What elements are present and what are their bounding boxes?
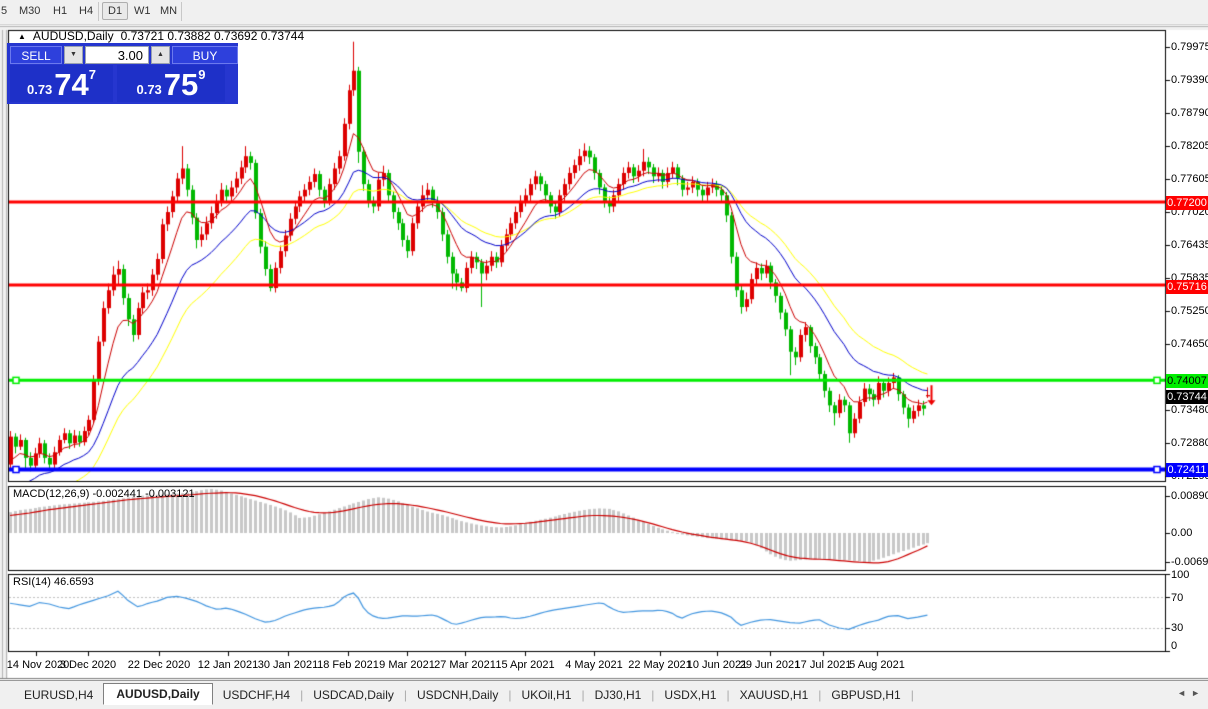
price-tick: 0.74650 [1171,338,1208,350]
support-level-badge: 0.74007 [1166,374,1208,388]
chart-title-row: ▲ AUDUSD,Daily 0.73721 0.73882 0.73692 0… [18,29,304,43]
tab-separator: | [403,688,407,702]
macd-tick: -0.00697 [1171,556,1208,568]
buy-price-box[interactable]: 0.73 75 9 [117,65,225,102]
rsi-tick: 0 [1171,640,1178,652]
price-tick: 0.78205 [1171,140,1208,152]
tab-gbpusd-h1[interactable]: GBPUSD,H1 [831,688,901,702]
tab-audusd-daily[interactable]: AUDUSD,Daily [103,683,213,705]
sell-price-prefix: 0.73 [26,82,53,97]
date-label: 14 Nov 2020 [6,659,70,671]
buy-price-big: 75 [163,67,199,102]
tab-separator: | [726,688,730,702]
price-tick: 0.73480 [1171,404,1208,416]
support-level-badge: 0.72411 [1166,463,1208,477]
price-tick: 0.79390 [1171,74,1208,86]
date-label: 5 Aug 2021 [849,659,905,671]
resistance-level-badge: 0.77200 [1166,196,1208,210]
tab-eurusd-h4[interactable]: EURUSD,H4 [24,688,94,702]
tab-separator: | [818,688,822,702]
price-tick: 0.79975 [1171,41,1208,53]
date-label: 3 Dec 2020 [59,659,117,671]
toolbar-separator [98,2,99,21]
date-label: 30 Jan 2021 [257,659,319,671]
price-tick: 0.76435 [1171,239,1208,251]
date-label: 18 Feb 2021 [317,659,379,671]
date-label: 4 May 2021 [565,659,623,671]
date-label: 17 Jul 2021 [794,659,852,671]
timeframe-m30-button[interactable]: M30 [19,5,41,17]
buy-button[interactable]: BUY [172,46,238,64]
volume-increase-button[interactable]: ▲ [151,46,170,64]
buy-price-prefix: 0.73 [136,82,162,97]
chart-tab-bar: EURUSD,H4 AUDUSD,Daily USDCHF,H4 | USDCA… [0,680,1208,709]
sell-price-pip: 7 [88,67,97,82]
buy-price-pip: 9 [198,67,206,82]
timeframe-mn-button[interactable]: MN [160,5,178,17]
tab-separator: | [651,688,655,702]
date-label: 22 May 2021 [628,659,692,671]
tab-separator: | [910,688,914,702]
macd-tick: 0.008903 [1171,490,1208,502]
tab-usdchf-h4[interactable]: USDCHF,H4 [222,688,291,702]
volume-decrease-button[interactable]: ▼ [64,46,83,64]
date-label: 29 Jun 2021 [739,659,801,671]
date-label: 15 Apr 2021 [495,659,555,671]
sell-button[interactable]: SELL [10,46,62,64]
chevron-up-icon: ▲ [157,51,164,58]
chevron-down-icon: ▼ [70,51,77,58]
date-label: 9 Mar 2021 [379,659,435,671]
tab-separator: | [508,688,512,702]
date-label: 10 Jun 2021 [686,659,748,671]
resistance-level-badge: 0.75716 [1166,280,1208,294]
toolbar-separator [181,2,182,21]
rsi-label: RSI(14) 46.6593 [13,576,94,588]
price-tick: 0.72880 [1171,437,1208,449]
date-label: 22 Dec 2020 [127,659,191,671]
date-label: 27 Mar 2021 [434,659,496,671]
rsi-tick: 70 [1171,592,1184,604]
timeframe-h4-button[interactable]: H4 [79,5,94,17]
tab-dj30-h1[interactable]: DJ30,H1 [594,688,642,702]
chart-ohlc-values: 0.73721 0.73882 0.73692 0.73744 [120,29,305,43]
current-price-badge: 0.73744 [1166,390,1208,404]
tab-scroll-left-icon[interactable]: ◄ [1177,688,1186,698]
macd-tick: 0.00 [1171,527,1193,539]
tab-usdcad-daily[interactable]: USDCAD,Daily [313,688,394,702]
tab-scroll-right-icon[interactable]: ► [1191,688,1200,698]
sell-price-box[interactable]: 0.73 74 7 [10,65,113,102]
timeframe-d1-button[interactable]: D1 [102,2,129,20]
price-tick: 0.75250 [1171,305,1208,317]
sell-price-big: 74 [54,67,89,102]
chart-symbol-title: AUDUSD,Daily [32,29,114,43]
collapse-icon[interactable]: ▲ [18,31,26,41]
timeframe-toolbar: 5 M30 H1 H4 D1 W1 MN [0,0,1208,25]
price-tick: 0.77605 [1171,173,1208,185]
tab-xauusd-h1[interactable]: XAUUSD,H1 [739,688,809,702]
volume-input[interactable] [85,46,149,64]
rsi-tick: 100 [1171,569,1190,581]
tab-ukoil-h1[interactable]: UKOil,H1 [521,688,572,702]
tab-usdcnh-daily[interactable]: USDCNH,Daily [417,688,499,702]
timeframe-m15-button[interactable]: 5 [1,5,8,17]
rsi-tick: 30 [1171,622,1184,634]
price-tick: 0.78790 [1171,107,1208,119]
tab-separator: | [300,688,304,702]
timeframe-h1-button[interactable]: H1 [53,5,68,17]
timeframe-w1-button[interactable]: W1 [134,5,151,17]
date-label: 12 Jan 2021 [197,659,259,671]
tab-usdx-h1[interactable]: USDX,H1 [664,688,717,702]
macd-label: MACD(12,26,9) -0.002441 -0.003121 [13,488,195,500]
tab-separator: | [581,688,585,702]
